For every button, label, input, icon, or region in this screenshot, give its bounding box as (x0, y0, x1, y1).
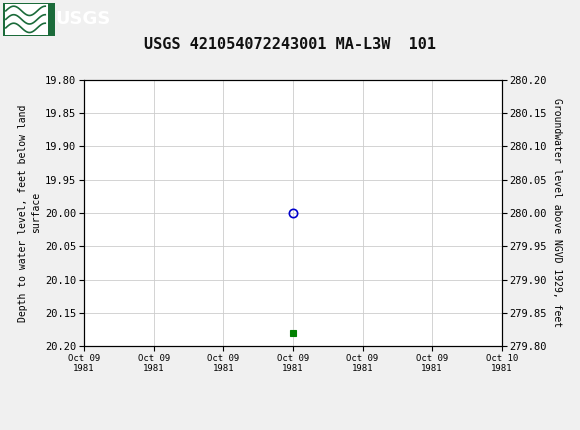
Bar (5, 4, 48, 35)
Y-axis label: Depth to water level, feet below land
surface: Depth to water level, feet below land su… (18, 104, 41, 322)
Text: USGS 421054072243001 MA-L3W  101: USGS 421054072243001 MA-L3W 101 (144, 37, 436, 52)
Text: USGS: USGS (55, 10, 110, 28)
FancyBboxPatch shape (3, 3, 55, 36)
Y-axis label: Groundwater level above NGVD 1929, feet: Groundwater level above NGVD 1929, feet (552, 98, 563, 327)
